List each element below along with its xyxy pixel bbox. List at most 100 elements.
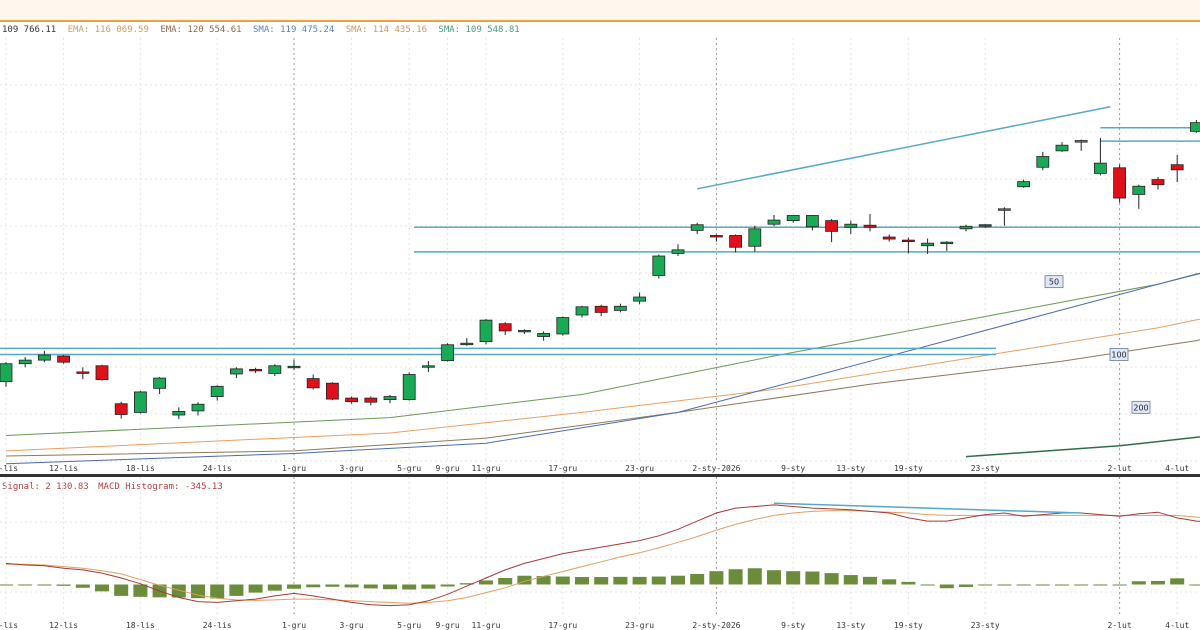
x-tick-label: 7-lis bbox=[0, 464, 18, 473]
macd-histogram-bar bbox=[479, 580, 493, 585]
candle-up bbox=[652, 255, 666, 276]
ma-period-label: 50 bbox=[1049, 278, 1059, 287]
macd-signal-value: Signal: 2 130.83 bbox=[2, 482, 89, 492]
candle-up bbox=[786, 215, 800, 222]
macd-histogram-bar bbox=[594, 577, 609, 585]
candle-down bbox=[882, 236, 896, 240]
macd-histogram-bar bbox=[1093, 584, 1108, 586]
candle-up bbox=[191, 403, 205, 412]
candle-down bbox=[594, 305, 608, 313]
macd-histogram-bar bbox=[651, 576, 666, 585]
macd-histogram-bar bbox=[882, 579, 897, 585]
ema-value-2: EMA: 120 554.61 bbox=[160, 25, 242, 35]
macd-x-tick-label: 13-sty bbox=[836, 621, 865, 630]
sma100-line bbox=[5, 339, 1200, 457]
ma-period-label: 200 bbox=[1133, 403, 1148, 412]
candle-up bbox=[38, 354, 51, 361]
macd-x-tick-label: 1-gru bbox=[282, 621, 306, 630]
candle-up bbox=[402, 374, 416, 401]
candle-up bbox=[921, 242, 934, 247]
macd-histogram-bar bbox=[1131, 581, 1146, 585]
macd-histogram-bar bbox=[75, 584, 90, 588]
top-toolbar bbox=[0, 0, 1200, 22]
macd-histogram-bar bbox=[325, 584, 340, 587]
candle-up bbox=[748, 228, 762, 247]
macd-histogram-bar bbox=[1112, 584, 1127, 586]
candle-up bbox=[1190, 122, 1200, 132]
macd-x-tick-label: 17-gru bbox=[548, 621, 577, 630]
macd-histogram-bar bbox=[402, 584, 417, 590]
candle-up bbox=[690, 224, 704, 231]
pane-divider[interactable] bbox=[0, 474, 1200, 477]
macd-x-tick-label: 7-lis bbox=[0, 621, 18, 630]
x-tick-label: 11-gru bbox=[472, 464, 501, 473]
ema-value-1: EMA: 116 069.59 bbox=[67, 25, 149, 35]
macd-histogram-bar bbox=[1055, 584, 1069, 586]
sma200-line bbox=[965, 436, 1200, 458]
macd-x-tick-label: 3-gru bbox=[340, 621, 364, 630]
macd-histogram-bar bbox=[1170, 578, 1185, 585]
macd-x-tick-label: 2-lut bbox=[1108, 621, 1132, 630]
candle-down bbox=[825, 220, 838, 232]
candle-up bbox=[614, 305, 627, 311]
macd-histogram-bar bbox=[959, 584, 973, 587]
ma-period-label: 100 bbox=[1111, 350, 1126, 359]
macd-histogram-bar bbox=[978, 584, 993, 586]
macd-histogram-bar bbox=[1151, 580, 1165, 585]
macd-histogram-bar bbox=[997, 584, 1012, 586]
candle-down bbox=[364, 397, 378, 403]
macd-histogram-bar bbox=[901, 581, 916, 585]
candle-up bbox=[421, 365, 435, 368]
candle-down bbox=[978, 224, 992, 227]
macd-histogram-bar bbox=[1016, 584, 1031, 586]
candle-up bbox=[633, 296, 646, 302]
candle-up bbox=[844, 223, 858, 228]
price-chart[interactable]: 7-lis 12-lis 18-lis 24-lis 1-gru 3-gru 5-gru 9-… bbox=[0, 0, 1200, 474]
candle-down bbox=[249, 368, 263, 372]
macd-histogram-bar bbox=[459, 583, 474, 585]
candle-down bbox=[902, 239, 915, 242]
macd-x-tick-label: 23-sty bbox=[971, 621, 1000, 630]
macd-histogram-bar bbox=[575, 577, 589, 585]
macd-histogram-bar bbox=[767, 570, 781, 585]
candle-up bbox=[767, 219, 781, 225]
candle-up bbox=[806, 215, 819, 228]
x-tick-label: 5-gru bbox=[397, 464, 421, 473]
candle-up bbox=[537, 333, 550, 337]
macd-histogram-bar bbox=[728, 569, 743, 585]
macd-histogram-bar bbox=[383, 584, 397, 590]
macd-histogram-bar bbox=[805, 571, 820, 585]
macd-histogram-bar bbox=[1189, 584, 1200, 586]
macd-histogram-bar bbox=[210, 584, 225, 599]
macd-histogram-bar bbox=[690, 573, 705, 585]
candle-up bbox=[575, 306, 589, 316]
macd-histogram-bar bbox=[747, 568, 762, 585]
candle-up bbox=[998, 208, 1011, 211]
candle-up bbox=[229, 368, 243, 375]
macd-histogram-bar bbox=[114, 584, 129, 596]
macd-histogram-bar bbox=[229, 584, 244, 596]
macd-x-tick-label: 11-gru bbox=[472, 621, 501, 630]
x-tick-label: 4-lut bbox=[1165, 464, 1189, 473]
trendline bbox=[697, 105, 1111, 190]
candle-down bbox=[306, 378, 320, 389]
candle-up bbox=[1017, 181, 1030, 188]
sma50-line bbox=[5, 272, 1200, 465]
candle-up bbox=[479, 319, 493, 343]
macd-histogram-bar bbox=[1035, 584, 1050, 586]
candle-down bbox=[1170, 164, 1184, 171]
x-tick-label: 24-lis bbox=[203, 464, 232, 473]
macd-histogram-bar bbox=[248, 584, 263, 593]
macd-x-tick-label: 12-lis bbox=[49, 621, 78, 630]
macd-histogram-bar bbox=[0, 584, 13, 586]
ema-line-green bbox=[5, 273, 1200, 436]
macd-chart[interactable]: 7-lis 12-lis 18-lis 24-lis 1-gru 3-gru 5-gru 9-… bbox=[0, 477, 1200, 630]
candle-down bbox=[114, 403, 128, 415]
macd-histogram-bar bbox=[191, 584, 205, 599]
macd-histogram-bar bbox=[824, 573, 839, 585]
macd-histogram-bar bbox=[863, 576, 877, 585]
sma-value-1: SMA: 119 475.24 bbox=[253, 25, 335, 35]
x-tick-label: 23-gru bbox=[625, 464, 654, 473]
macd-histogram-bar bbox=[632, 576, 647, 585]
candle-up bbox=[153, 377, 167, 389]
